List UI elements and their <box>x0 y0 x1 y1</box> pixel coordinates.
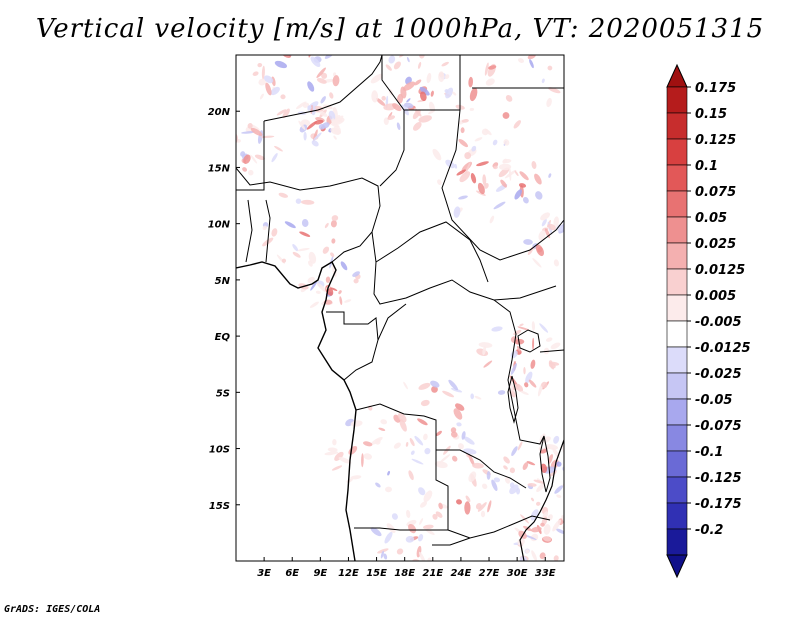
colorbar-label: 0.075 <box>695 185 736 200</box>
colorbar-label: 0.15 <box>695 107 727 122</box>
border-sahel <box>236 167 381 263</box>
colorbar-swatch <box>666 476 688 504</box>
lon-tick-label: 24E <box>451 568 472 579</box>
map-background <box>236 55 564 561</box>
colorbar-swatch <box>666 112 688 140</box>
colorbar-label: -0.075 <box>695 419 742 434</box>
lon-tick-label: 15E <box>366 568 387 579</box>
border-car <box>371 231 557 305</box>
border-wa-2 <box>265 199 271 263</box>
border-zambia-south <box>447 515 551 539</box>
map-axes: 3E 6E 9E 12E 15E 18E 21E 24E 27E 30E 33E 20N 15N 10N 5… <box>208 107 556 579</box>
lake-malawi <box>539 435 551 493</box>
colorbar-swatch <box>666 502 688 530</box>
colorbar-label: -0.025 <box>695 367 742 382</box>
border-north-1 <box>263 55 383 122</box>
colorbar-top-arrow <box>666 63 688 88</box>
coastline-west <box>236 261 357 561</box>
colorbar-label: -0.1 <box>695 445 723 460</box>
chart-title: Vertical velocity [m/s] at 1000hPa, VT: … <box>35 14 765 44</box>
border-wa-1 <box>245 199 253 263</box>
colorbar-label: 0.005 <box>695 289 736 304</box>
border-congo-1 <box>326 311 379 381</box>
lon-tick-label: 30E <box>507 568 528 579</box>
colorbar-swatch <box>666 242 688 270</box>
colorbar-swatch <box>666 346 688 374</box>
colorbar-swatch <box>666 320 688 348</box>
colorbar-label: -0.175 <box>695 497 742 512</box>
border-drc-east <box>493 299 545 445</box>
lon-tick-label: 3E <box>257 568 271 579</box>
border-congo-2 <box>377 303 407 341</box>
colorbar: 0.175 0.15 0.125 0.1 0.075 0.05 0.025 0.0125 0.0… <box>666 63 751 579</box>
colorbar-swatch <box>666 216 688 244</box>
colorbar-label: 0.175 <box>695 81 736 96</box>
colorbar-label: -0.2 <box>695 523 723 538</box>
coastline-east <box>519 439 564 561</box>
border-north-2 <box>236 121 265 191</box>
lon-tick-label: 21E <box>422 568 443 579</box>
colorbar-swatch <box>666 424 688 452</box>
colorbar-label: -0.05 <box>695 393 732 408</box>
coastlines-and-borders <box>236 55 564 561</box>
lon-tick-label: 12E <box>338 568 359 579</box>
colorbar-label: -0.125 <box>695 471 742 486</box>
colorbar-label: 0.05 <box>695 211 727 226</box>
border-tanzania <box>539 349 564 353</box>
lat-tick-label: 20N <box>208 107 231 118</box>
colorbar-label: -0.0125 <box>695 341 751 356</box>
colorbar-swatch <box>666 190 688 218</box>
colorbar-swatch <box>666 450 688 478</box>
lat-tick-label: 10S <box>209 445 230 456</box>
lon-tick-label: 27E <box>479 568 500 579</box>
lat-tick-label: 5N <box>215 276 231 287</box>
colorbar-bottom-arrow <box>666 554 688 579</box>
lat-tick-label: EQ <box>215 332 231 343</box>
colorbar-label: 0.025 <box>695 237 736 252</box>
lat-tick-label: 15S <box>209 501 230 512</box>
border-car-sudan <box>375 221 489 283</box>
border-north-4 <box>441 109 564 261</box>
footer-credit: GrADS: IGES/COLA <box>4 604 101 615</box>
colorbar-label: 0.1 <box>695 159 718 174</box>
lon-tick-label: 33E <box>535 568 556 579</box>
colorbar-swatch <box>666 268 688 296</box>
colorbar-swatch <box>666 398 688 426</box>
lat-tick-label: 5S <box>216 388 230 399</box>
colorbar-swatch <box>666 86 688 114</box>
lake-victoria <box>517 329 541 353</box>
lat-tick-label: 15N <box>208 163 231 174</box>
lon-tick-label: 6E <box>285 568 299 579</box>
lon-tick-label: 9E <box>313 568 327 579</box>
colorbar-swatch <box>666 294 688 322</box>
colorbar-swatch <box>666 164 688 192</box>
border-namibia <box>432 537 471 546</box>
map-frame <box>235 54 565 562</box>
colorbar-label: -0.005 <box>695 315 742 330</box>
colorbar-swatch <box>666 138 688 166</box>
colorbar-swatch <box>666 528 688 556</box>
colorbar-label: 0.125 <box>695 133 736 148</box>
colorbar-label: 0.0125 <box>695 263 745 278</box>
lake-tanganyika <box>507 375 519 424</box>
border-chad <box>379 110 405 187</box>
lat-tick-label: 10N <box>208 220 231 231</box>
colorbar-swatch <box>666 372 688 400</box>
lon-tick-label: 18E <box>394 568 415 579</box>
